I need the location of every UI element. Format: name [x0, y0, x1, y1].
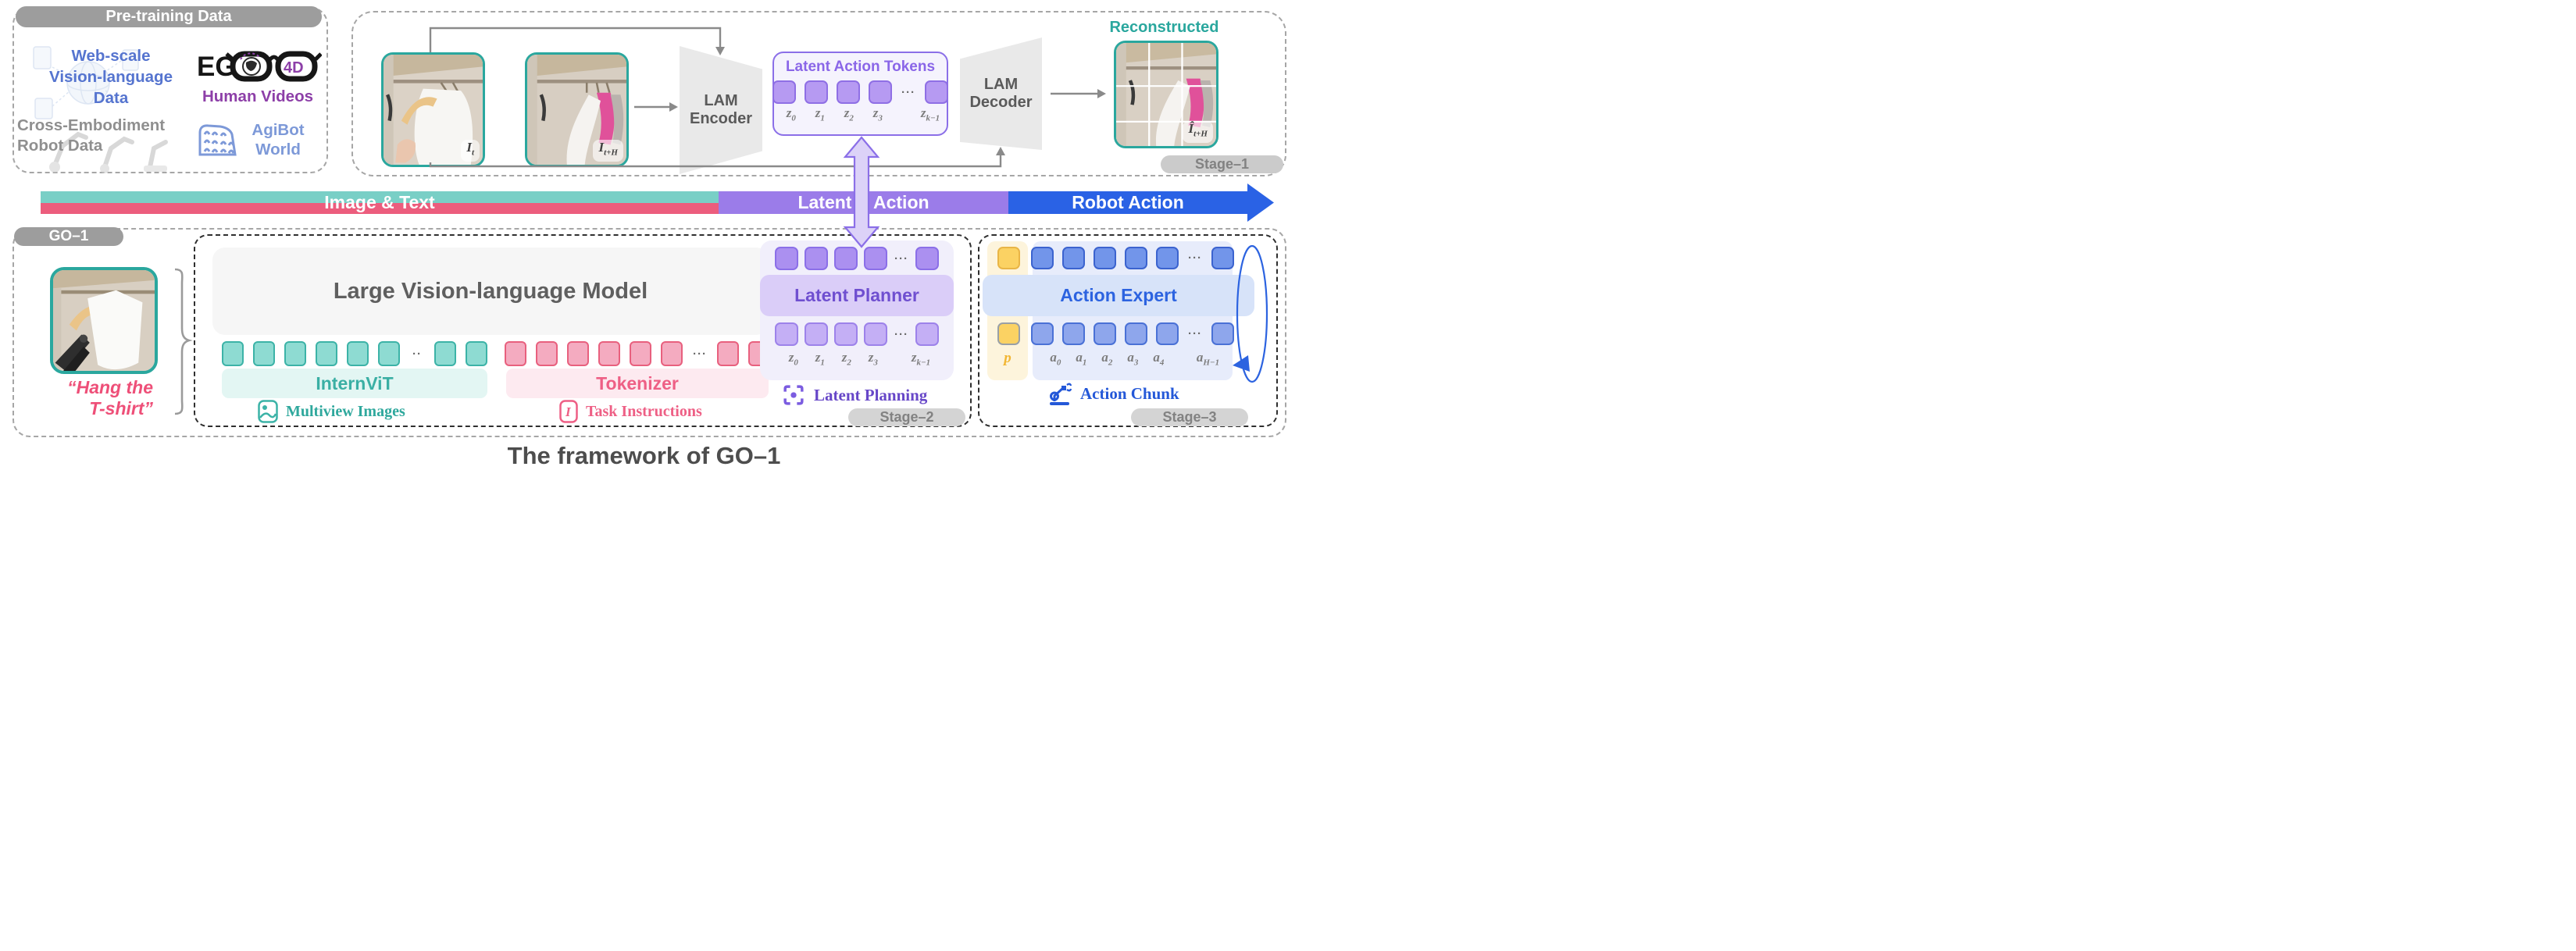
reconstructed-label: Reconstructed: [1109, 19, 1219, 36]
robot-arm-icon: [1050, 383, 1072, 405]
internvit-box: InternViT: [222, 369, 487, 398]
bar-robot-action-label: Robot Action: [1072, 192, 1184, 212]
ego4d-logo: EG 4D: [197, 51, 322, 82]
latent-planning-row: Latent Planning: [783, 384, 927, 406]
task-instructions-icon: I: [559, 400, 578, 423]
action-input-token-row: ···: [1031, 247, 1234, 269]
cross-embodiment-label: Cross-Embodiment Robot Data: [17, 116, 166, 155]
agibot-world-label: AgiBot World: [252, 121, 305, 158]
lam-encoder: LAM Encoder: [680, 46, 762, 174]
action-output-token-row: ···: [1031, 322, 1234, 345]
multiview-images-row: Multiview Images: [258, 399, 405, 424]
image-label-reconstructed: Ît+H: [1183, 120, 1213, 143]
stage1-pill: Stage–1: [1161, 155, 1283, 173]
go1-pill: GO–1: [14, 227, 123, 246]
action-chunk-row: Action Chunk: [1047, 380, 1179, 407]
task-instructions-row: I Task Instructions: [559, 399, 702, 424]
image-label-ith: It+H: [593, 139, 623, 162]
image-label-it: It: [461, 139, 480, 162]
task-instruction-text: “Hang the T-shirt”: [67, 377, 153, 419]
colosseum-icon: [198, 124, 237, 156]
tokenizer-box: Tokenizer: [506, 369, 769, 398]
latent-token-labels: z0 z1 z2 z3 zk−1: [786, 105, 940, 123]
latent-action-tokens-title: Latent Action Tokens: [785, 59, 936, 75]
go1-model-box: [194, 234, 972, 427]
latent-action-tokens-box: Latent Action Tokens ··· z0 z1 z2 z3 zk−1: [772, 52, 948, 136]
latent-token-row: ···: [772, 80, 948, 104]
bar-arrowhead: [1247, 183, 1274, 222]
frame-image-ith: It+H: [525, 52, 629, 167]
proprio-token-bottom: [997, 322, 1020, 345]
frame-image-observation: [50, 267, 158, 374]
stage3-pill: Stage–3: [1131, 408, 1248, 426]
action-token-labels: a0 a1 a2 a3 a4 aH−1: [1050, 350, 1220, 368]
ego4d-4d-text: 4D: [284, 59, 304, 77]
robot-arms-graphic: [49, 131, 168, 173]
planner-output-token-row: ···: [760, 322, 954, 346]
proprio-token-top: [997, 247, 1020, 269]
bar-latent-action-label: Latent Action: [797, 192, 929, 212]
human-videos-label: Human Videos: [202, 87, 314, 105]
web-data-graphic: [33, 46, 139, 119]
frame-image-it: It: [381, 52, 485, 167]
action-expert-box: Action Expert: [983, 275, 1254, 316]
frame-image-reconstructed: Ît+H: [1114, 41, 1218, 148]
go1-framework-figure: Pre-training Data Web-scale Vision-langua…: [0, 0, 1288, 476]
figure-caption: The framework of GO–1: [507, 442, 781, 469]
latent-planning-icon: [783, 385, 804, 405]
bar-image-text-label: Image & Text: [324, 192, 435, 212]
action-expert-dashed-box: [978, 234, 1278, 427]
svg-text:I: I: [565, 404, 572, 419]
bar-image-text: Image & Text: [41, 191, 719, 214]
bar-robot-action: Robot Action: [1008, 191, 1247, 214]
visual-token-row: ··: [222, 341, 487, 366]
planner-token-labels: z0 z1 z2 z3 zk−1: [788, 350, 931, 368]
latent-planner-box: Latent Planner: [760, 275, 954, 316]
bar-latent-action: Latent Action: [719, 191, 1008, 214]
go1-box: [12, 228, 1286, 437]
stage1-box: [351, 11, 1286, 176]
stage2-pill: Stage–2: [848, 408, 965, 426]
pretraining-title-pill: Pre-training Data: [16, 6, 322, 27]
multiview-images-icon: [258, 400, 278, 423]
web-scale-data-label: Web-scale Vision-language Data: [49, 47, 173, 107]
lvlm-box: Large Vision-language Model: [212, 248, 769, 335]
lam-decoder: LAM Decoder: [960, 37, 1042, 150]
planner-input-token-row: ···: [760, 247, 954, 270]
text-token-row: ···: [505, 341, 770, 366]
proprio-label: p: [1004, 350, 1011, 366]
